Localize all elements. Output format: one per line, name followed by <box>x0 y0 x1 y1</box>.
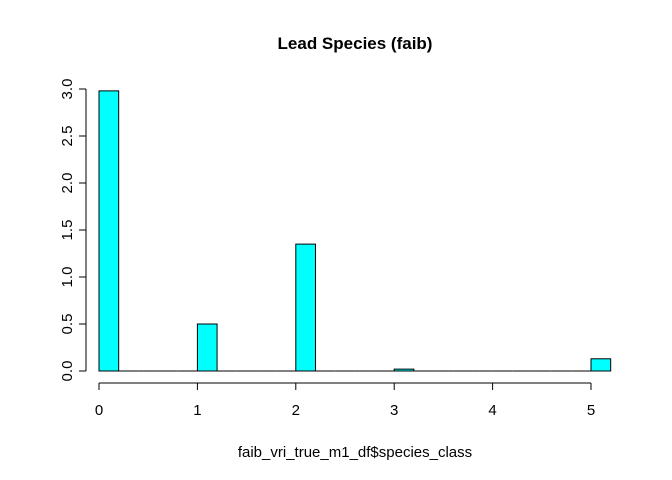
y-axis: 0.0 0.5 1.0 1.5 2.0 2.5 3.0 <box>59 79 87 382</box>
x-tick-label: 3 <box>390 402 398 419</box>
histogram-bar <box>196 323 218 372</box>
chart-title: Lead Species (faib) <box>278 34 433 53</box>
x-axis: 0 1 2 3 4 5 <box>95 382 595 419</box>
x-tick-label: 2 <box>292 402 300 419</box>
y-tick-label: 2.0 <box>59 173 76 194</box>
x-tick-label: 0 <box>95 402 103 419</box>
y-tick-label: 0.5 <box>59 314 76 335</box>
x-tick-label: 5 <box>587 402 595 419</box>
histogram-bar <box>295 243 316 372</box>
y-tick-label: 1.0 <box>59 267 76 288</box>
x-tick-label: 4 <box>488 402 496 419</box>
histogram-bar <box>590 358 612 372</box>
y-tick-label: 0.0 <box>59 361 76 382</box>
y-tick-label: 2.5 <box>59 126 76 147</box>
y-tick-label: 1.5 <box>59 220 76 241</box>
histogram-bar <box>98 90 120 372</box>
bars-group <box>98 90 612 372</box>
histogram-bar <box>393 368 415 372</box>
x-tick-label: 1 <box>193 402 201 419</box>
x-axis-title: faib_vri_true_m1_df$species_class <box>238 444 472 461</box>
y-tick-label: 3.0 <box>59 79 76 100</box>
